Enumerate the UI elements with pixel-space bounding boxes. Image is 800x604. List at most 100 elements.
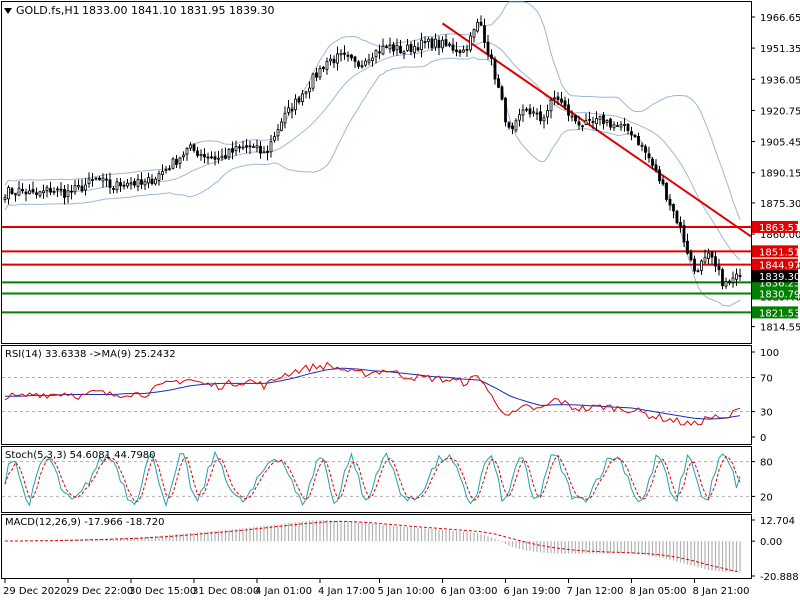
candle-body <box>259 145 262 154</box>
candle-body <box>7 187 10 200</box>
candle-body <box>350 54 353 59</box>
candle-body <box>108 179 112 188</box>
level-tag-resistance-bg <box>752 245 798 258</box>
candle-body <box>654 164 658 171</box>
candle-body <box>192 144 196 151</box>
price-tick-label: 1966.65 <box>760 13 800 24</box>
candle-body <box>486 41 490 55</box>
candle-body <box>248 145 252 148</box>
candle-body <box>332 58 336 64</box>
candle-body <box>73 185 77 193</box>
candle-body <box>164 169 168 171</box>
candle-body <box>315 72 318 78</box>
candle-body <box>220 155 224 159</box>
candle-body <box>465 48 469 51</box>
candle-body <box>301 93 304 102</box>
candle-body <box>549 99 553 112</box>
candle-body <box>70 190 73 193</box>
level-tag-resistance: 1844.97 <box>759 261 800 272</box>
rsi-line <box>4 361 741 426</box>
candle-body <box>735 273 738 280</box>
candle-body <box>392 44 395 52</box>
rsi-ma-line <box>5 367 741 420</box>
candle-body <box>623 124 626 126</box>
candle-body <box>738 275 742 277</box>
candle-body <box>217 157 220 160</box>
current-price-tag: 1839.30 <box>759 272 800 283</box>
candle-body <box>140 179 143 185</box>
candle-body <box>448 43 451 46</box>
time-tick-label: 6 Jan 03:00 <box>441 586 498 597</box>
chart-header: GOLD.fs,H1 1833.00 1841.10 1831.95 1839.… <box>4 4 274 17</box>
candle-body <box>171 158 175 169</box>
candle-body <box>560 98 563 103</box>
candle-body <box>322 66 325 70</box>
candle-body <box>731 277 735 283</box>
candle-body <box>703 256 707 263</box>
candle-body <box>665 182 668 200</box>
candle-body <box>563 100 567 107</box>
candle-body <box>213 156 217 160</box>
time-tick-label: 7 Jan 12:00 <box>567 586 624 597</box>
candle-body <box>483 25 486 43</box>
candle-body <box>378 51 381 54</box>
price-tick-label: 1814.55 <box>760 323 800 334</box>
rsi-tick-label: 70 <box>760 374 773 385</box>
candle-body <box>444 39 448 46</box>
time-tick-label: 29 Dec 2020 <box>3 586 67 597</box>
candle-body <box>38 191 42 197</box>
candle-body <box>199 154 203 157</box>
candle-body <box>661 179 665 185</box>
stoch-label: Stoch(5,3,3) 54.6081 44.7980 <box>5 450 156 461</box>
candle-body <box>388 45 392 50</box>
support-resistance-lines[interactable] <box>2 225 751 314</box>
rsi-panel: 100 70 30 0 <box>2 348 779 444</box>
candle-body <box>672 204 675 212</box>
candle-body <box>329 58 332 62</box>
candle-body <box>35 192 38 196</box>
candle-body <box>42 190 45 194</box>
candle-body <box>381 45 385 55</box>
candle-body <box>637 135 640 146</box>
candle-body <box>147 177 150 184</box>
candle-body <box>52 190 56 193</box>
candle-body <box>210 156 213 159</box>
candle-body <box>252 146 255 148</box>
bollinger-upper-band <box>4 1 741 220</box>
candle-body <box>122 184 126 187</box>
candle-body <box>514 120 518 131</box>
collapse-triangle-icon[interactable] <box>4 8 12 14</box>
candle-body <box>497 78 500 88</box>
level-tag-resistance: 1851.51 <box>759 247 800 258</box>
candle-body <box>724 281 728 287</box>
rsi-tick-label: 0 <box>760 433 766 444</box>
time-tick-label: 5 Jan 10:00 <box>378 586 435 597</box>
candle-body <box>640 144 644 147</box>
candle-body <box>203 154 206 158</box>
candle-body <box>269 141 273 153</box>
candle-body <box>612 124 616 129</box>
time-tick-label: 29 Dec 22:00 <box>66 586 133 597</box>
candle-body <box>472 29 476 38</box>
candle-body <box>374 49 378 58</box>
candle-body <box>479 21 483 26</box>
level-tag-support: 1830.79 <box>759 290 800 301</box>
candle-body <box>343 52 346 55</box>
candle-body <box>588 118 591 121</box>
time-tick-label: 6 Jan 19:00 <box>504 586 561 597</box>
candle-body <box>556 96 560 101</box>
candle-body <box>231 148 234 153</box>
candle-body <box>409 44 413 53</box>
candle-body <box>346 54 350 57</box>
stoch-signal-line <box>4 454 741 503</box>
candle-body <box>458 50 462 54</box>
candle-body <box>255 145 259 149</box>
candle-body <box>626 123 630 131</box>
candle-body <box>63 189 66 198</box>
ohlc-readout: 1833.00 1841.10 1831.95 1839.30 <box>82 4 274 17</box>
candle-body <box>49 188 52 193</box>
candle-body <box>287 107 290 113</box>
candle-body <box>24 191 28 195</box>
